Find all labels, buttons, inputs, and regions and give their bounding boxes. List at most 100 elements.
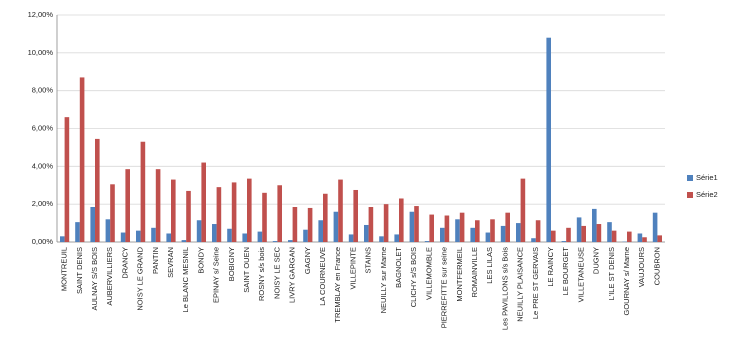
- bar: [166, 233, 171, 242]
- bar: [485, 232, 491, 242]
- y-tick-label: 10,00%: [28, 48, 54, 57]
- x-tick-label: BAGNOLET: [394, 247, 403, 288]
- bar: [414, 206, 419, 242]
- x-tick-label: SAINT OUEN: [242, 247, 251, 293]
- bar: [546, 37, 551, 243]
- bar: [60, 236, 65, 242]
- bar: [535, 220, 541, 242]
- bar: [247, 178, 252, 242]
- x-tick-label: Les PAVILLONS s/s Bois: [500, 247, 509, 330]
- x-tick-label: AULNAY S/S BOIS: [90, 247, 99, 311]
- bar: [652, 212, 658, 242]
- bar: [227, 228, 232, 242]
- bar: [75, 222, 80, 242]
- x-tick-label: BOBIGNY: [227, 247, 236, 281]
- bar: [348, 234, 354, 242]
- bar: [383, 204, 389, 242]
- bar: [627, 231, 632, 242]
- bar: [171, 179, 176, 242]
- bar: [576, 217, 582, 242]
- x-tick-label: SEVRAN: [166, 247, 175, 278]
- legend-swatch: [687, 175, 693, 181]
- x-tick-label: NOISY LE SEC: [272, 246, 281, 299]
- y-tick-label: 4,00%: [32, 161, 54, 170]
- bar: [566, 227, 571, 242]
- x-tick-label: LE BOURGET: [561, 247, 570, 296]
- bar: [338, 179, 343, 242]
- x-tick-label: DUGNY: [592, 247, 601, 274]
- bar: [231, 182, 237, 242]
- y-tick-label: 2,00%: [32, 199, 54, 208]
- x-tick-label: EPINAY s/ Seine: [212, 247, 221, 303]
- y-tick-label: 8,00%: [32, 86, 54, 95]
- bar: [607, 222, 612, 242]
- bar: [181, 240, 187, 242]
- x-tick-label: MONTREUIL: [60, 247, 69, 291]
- bar: [307, 207, 313, 242]
- bar: [110, 184, 115, 242]
- bar: [429, 214, 434, 242]
- bar: [561, 241, 567, 242]
- x-tick-label: ROSNY s/s bois: [257, 247, 266, 301]
- bar: [611, 230, 617, 242]
- bar: [409, 211, 415, 242]
- bar: [272, 241, 278, 242]
- bar: [353, 189, 358, 242]
- bar: [364, 224, 369, 242]
- bar: [292, 207, 298, 242]
- bar: [399, 198, 404, 242]
- x-tick-label: LES LILAS: [485, 247, 494, 284]
- bar: [394, 234, 399, 242]
- bar: [516, 223, 521, 242]
- bar: [125, 169, 130, 242]
- bar: [136, 230, 141, 242]
- legend-label: Série1: [696, 173, 718, 182]
- bar: [105, 219, 111, 242]
- bar: [444, 215, 450, 242]
- bar: [333, 211, 339, 242]
- bar: [642, 237, 647, 242]
- legend-label: Série2: [696, 190, 718, 199]
- bar: [440, 227, 445, 242]
- bar: [520, 178, 526, 242]
- x-tick-label: NEUILLY sur Marne: [379, 247, 388, 313]
- x-tick-label: GOURNAY s/ Marne: [622, 247, 631, 316]
- y-tick-label: 12,00%: [28, 10, 54, 19]
- bar: [592, 208, 597, 242]
- x-tick-label: STAINS: [364, 247, 373, 274]
- x-tick-label: NOISY LE GRAND: [136, 246, 145, 310]
- x-tick-label: VILLEPINTE: [348, 247, 357, 290]
- bar: [424, 241, 430, 242]
- bar: [490, 219, 495, 242]
- x-tick-label: NEUILLY PLAISANCE: [516, 247, 525, 322]
- x-tick-label: L'ILE ST DENIS: [607, 247, 616, 300]
- x-tick-label: ROMAINVILLE: [470, 247, 479, 297]
- x-tick-label: DRANCY: [120, 247, 129, 279]
- y-tick-label: 0,00%: [32, 237, 54, 246]
- x-tick-label: LE RAINCY: [546, 247, 555, 287]
- x-tick-label: AUBERVILLIERS: [105, 247, 114, 306]
- bar: [455, 219, 460, 242]
- x-tick-label: GAGNY: [303, 247, 312, 274]
- bar: [505, 212, 510, 242]
- bar: [262, 192, 267, 242]
- bar: [186, 190, 191, 242]
- y-tick-label: 6,00%: [32, 123, 54, 132]
- bar: [470, 227, 475, 242]
- bar: [212, 224, 217, 242]
- bar: [475, 220, 480, 242]
- bar: [79, 77, 85, 242]
- x-tick-label: COUBRON: [652, 247, 661, 285]
- x-tick-label: VILLEMOMBLE: [424, 247, 433, 300]
- x-tick-label: Le PRE ST GERVAIS: [531, 247, 540, 319]
- x-tick-label: PIERREFITTE sur seine: [440, 247, 449, 328]
- bar: [277, 185, 282, 242]
- bar: [379, 236, 384, 242]
- bar: [459, 212, 465, 242]
- bar: [657, 235, 662, 242]
- bar: [500, 225, 506, 242]
- bar: [242, 233, 247, 242]
- bar: [216, 187, 222, 242]
- legend-swatch: [687, 192, 693, 198]
